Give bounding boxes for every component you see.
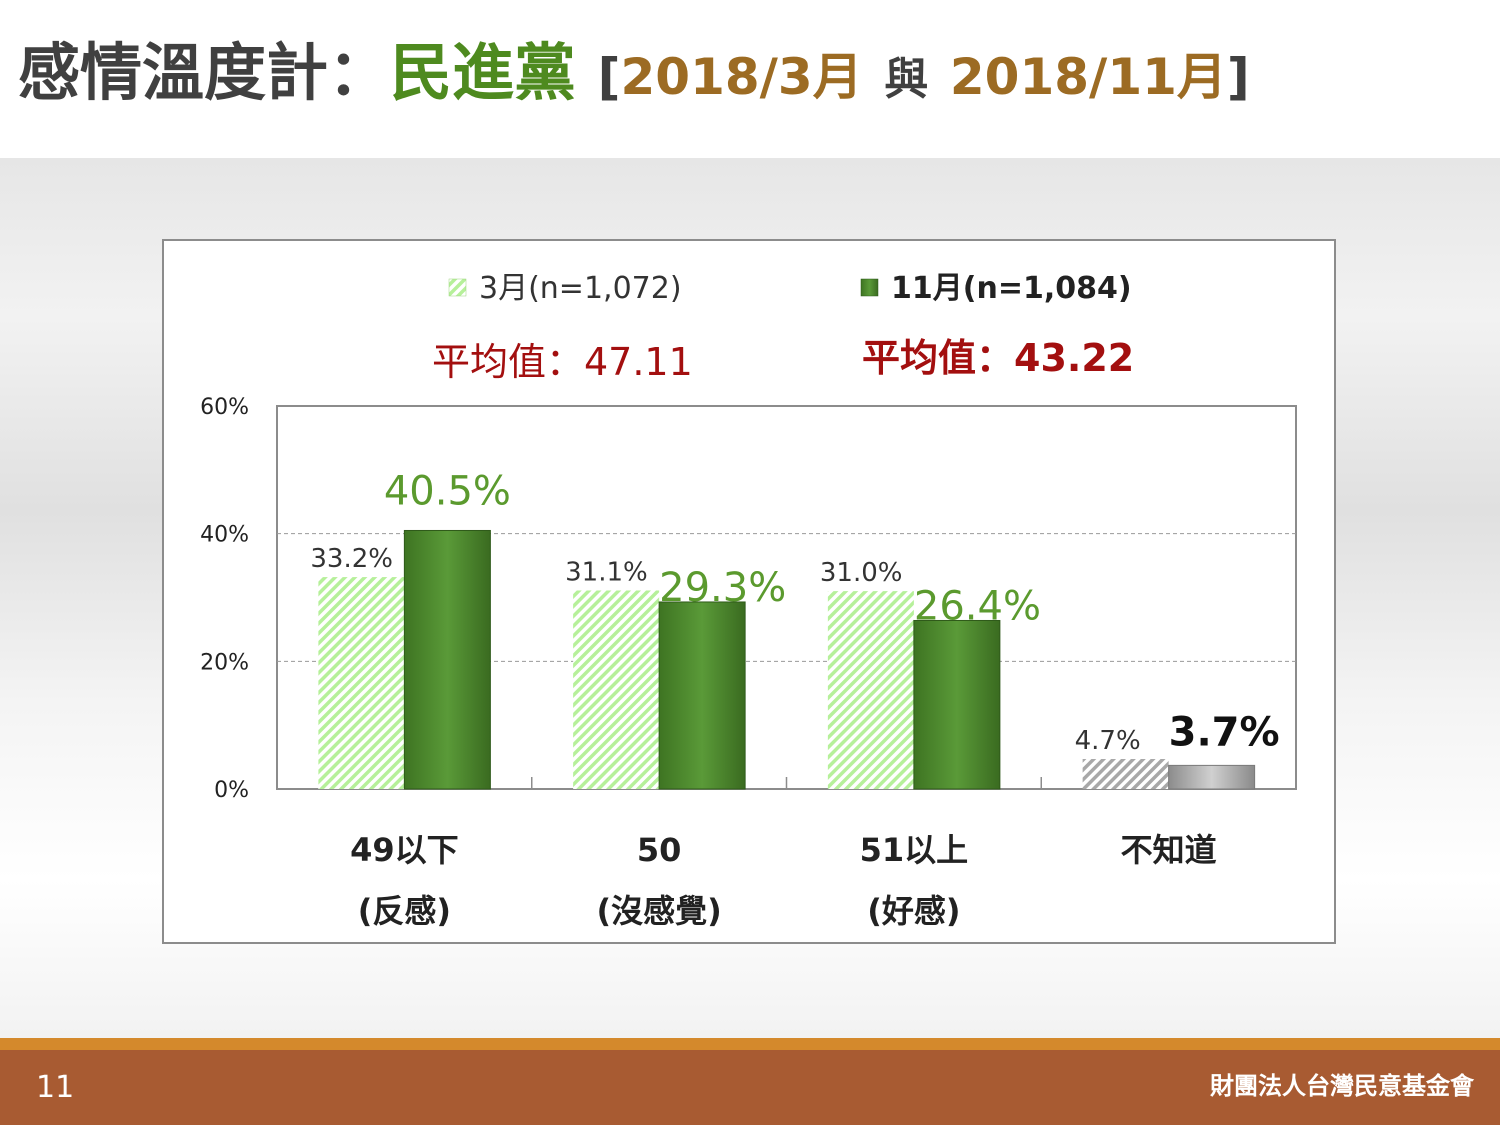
title-party: 民進黨 [390, 36, 577, 109]
x-category-sublabel: (反感) [358, 892, 451, 930]
page-number: 11 [36, 1070, 75, 1105]
x-category-label: 51以上 [860, 831, 969, 869]
value-label-march: 4.7% [1075, 726, 1141, 756]
x-axis-labels: 49以下 (反感) 50 (沒感覺) 51以上 (好感) 不知道 [350, 831, 1217, 930]
title-bracket-open: [ [597, 48, 621, 106]
bar-march [827, 591, 914, 789]
bar-november [403, 529, 491, 790]
x-category-label: 49以下 [350, 831, 459, 869]
value-label-march: 31.1% [565, 557, 648, 587]
title-date-march: 2018/3月 [620, 48, 863, 106]
organization-name: 財團法人台灣民意基金會 [1210, 1072, 1474, 1100]
x-category-sublabel: (沒感覺) [596, 892, 721, 930]
footer-bar [0, 1050, 1500, 1125]
value-label-march: 31.0% [820, 558, 903, 588]
average-march: 平均值：47.11 [432, 340, 693, 384]
value-label-november: 26.4% [914, 583, 1041, 629]
legend: 3月(n=1,072) 11月(n=1,084) [448, 271, 1132, 306]
bars [318, 529, 1256, 790]
legend-label-november: 11月(n=1,084) [891, 271, 1132, 306]
y-tick-label: 20% [200, 650, 249, 675]
y-tick-label: 0% [214, 778, 249, 803]
chart-frame: 3月(n=1,072) 11月(n=1,084) 平均值：47.11 平均值：4… [162, 239, 1336, 944]
title-bar: 感情溫度計：民進黨 [2018/3月 與 2018/11月] [0, 0, 1500, 158]
legend-swatch-march [448, 278, 467, 297]
title-main: 感情溫度計： [18, 36, 391, 109]
title-date-november: 2018/11月 [949, 48, 1227, 106]
y-tick-label: 60% [200, 395, 249, 420]
value-label-november: 3.7% [1169, 709, 1280, 755]
average-november: 平均值：43.22 [862, 336, 1134, 380]
bar-march [318, 577, 405, 789]
title-and-word: 與 [884, 54, 929, 105]
bar-november [658, 601, 746, 790]
value-labels: 33.2% 40.5% 31.1% 29.3% 31.0% 26.4% 4.7% 3.7% [310, 468, 1279, 756]
bar-chart: 3月(n=1,072) 11月(n=1,084) 平均值：47.11 平均值：4… [200, 271, 1297, 930]
bar-march [573, 590, 660, 789]
x-category-label: 不知道 [1121, 831, 1217, 869]
y-axis-ticks: 0% 20% 40% 60% [200, 395, 249, 803]
slide-title: 感情溫度計：民進黨 [2018/3月 與 2018/11月] [18, 42, 1250, 104]
y-tick-label: 40% [200, 523, 249, 548]
footer-accent-line [0, 1038, 1500, 1050]
value-label-november: 40.5% [384, 468, 511, 514]
value-label-november: 29.3% [659, 565, 786, 611]
bar-november [913, 619, 1001, 790]
title-bracket-close: ] [1226, 48, 1250, 106]
x-category-sublabel: (好感) [867, 892, 960, 930]
bar-march [1082, 758, 1169, 789]
bar-november [1168, 764, 1256, 790]
x-category-label: 50 [637, 831, 682, 869]
value-label-march: 33.2% [310, 544, 393, 574]
legend-swatch-november [860, 278, 879, 297]
legend-label-march: 3月(n=1,072) [479, 271, 682, 306]
